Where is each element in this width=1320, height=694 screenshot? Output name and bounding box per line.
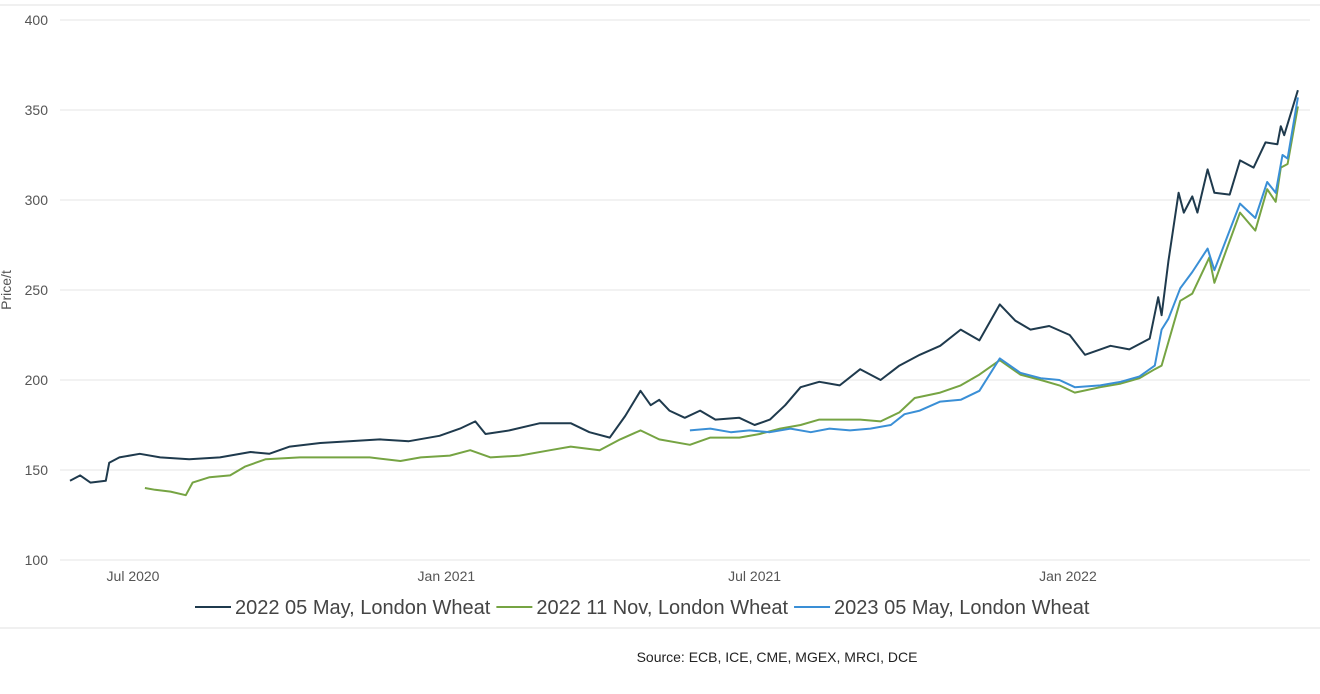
legend-item-2[interactable]: 2023 05 May, London Wheat <box>794 597 1090 619</box>
x-tick-label: Jul 2021 <box>728 568 781 584</box>
series-line-2 <box>689 97 1299 434</box>
source-note: Source: ECB, ICE, CME, MGEX, MRCI, DCE <box>637 649 918 665</box>
legend-label: 2022 05 May, London Wheat <box>235 597 491 619</box>
series-line-0 <box>69 89 1299 484</box>
y-tick-label: 100 <box>25 552 49 568</box>
x-tick-label: Jan 2021 <box>418 568 476 584</box>
x-tick-label: Jan 2022 <box>1039 568 1097 584</box>
legend-item-1[interactable]: 2022 11 Nov, London Wheat <box>496 597 788 619</box>
y-tick-label: 400 <box>25 12 49 28</box>
legend-label: 2023 05 May, London Wheat <box>834 597 1090 619</box>
y-tick-label: 150 <box>25 462 49 478</box>
legend-label: 2022 11 Nov, London Wheat <box>536 597 788 619</box>
x-tick-label: Jul 2020 <box>107 568 160 584</box>
series-line-1 <box>144 106 1299 497</box>
y-axis-label: Price/t <box>0 270 14 310</box>
y-tick-label: 250 <box>25 282 49 298</box>
y-tick-label: 300 <box>25 192 49 208</box>
legend-item-0[interactable]: 2022 05 May, London Wheat <box>195 597 491 619</box>
y-tick-label: 200 <box>25 372 49 388</box>
y-tick-label: 350 <box>25 102 49 118</box>
